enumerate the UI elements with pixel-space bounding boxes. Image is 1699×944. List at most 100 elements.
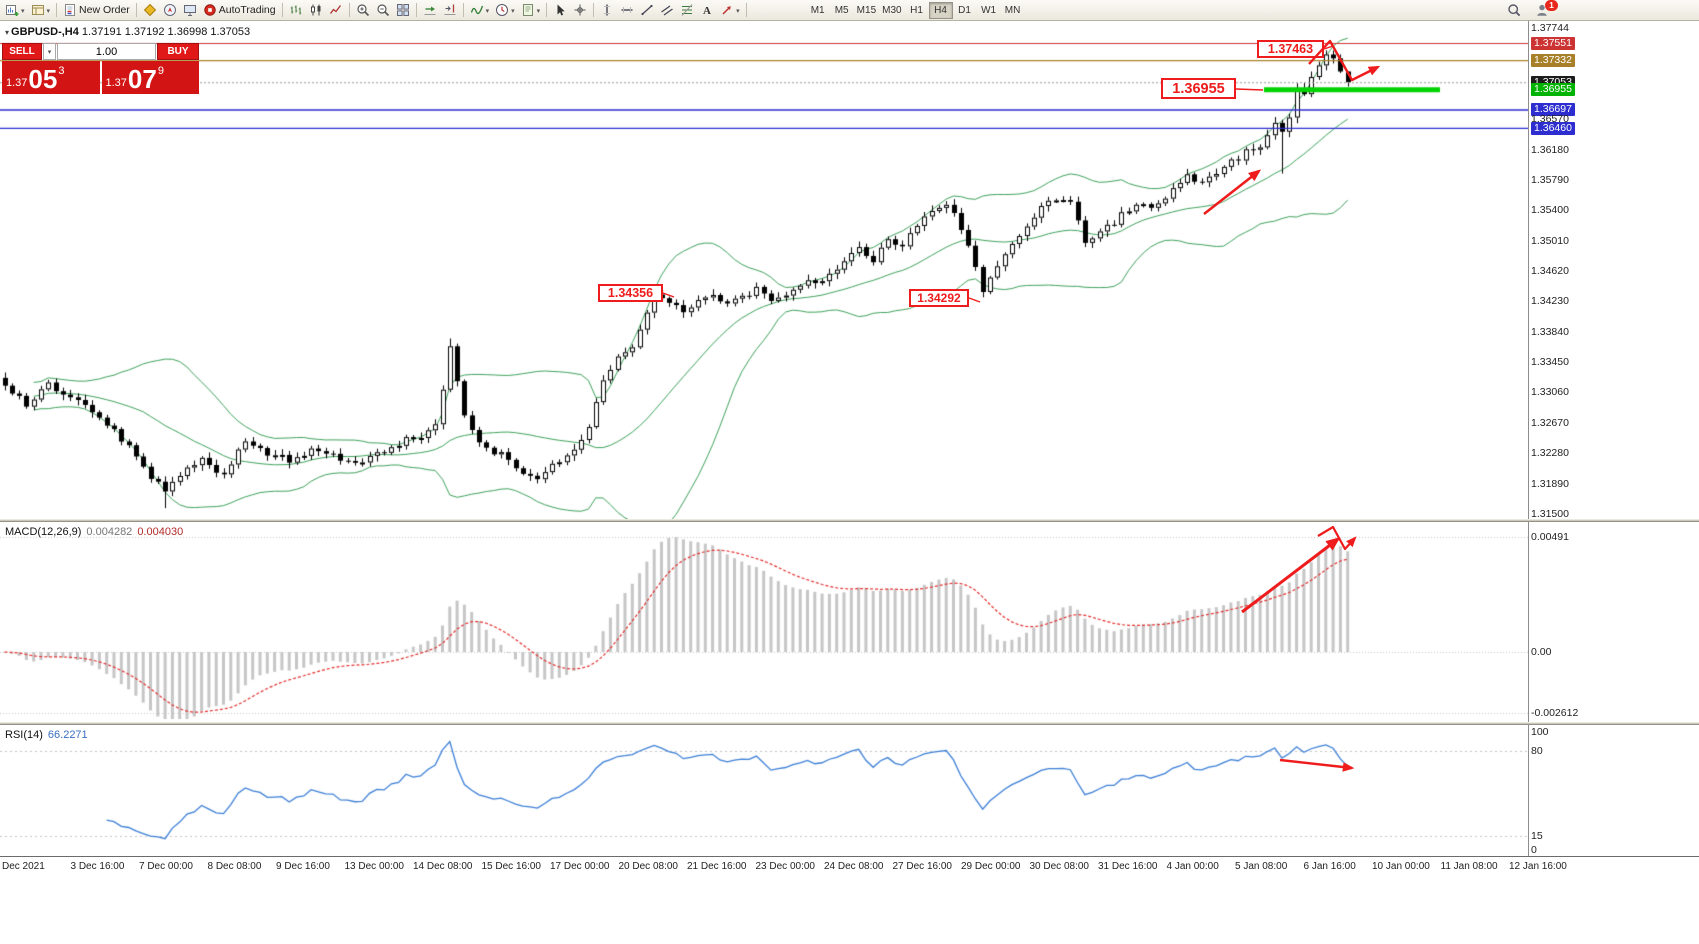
auto-scroll-icon xyxy=(424,6,436,15)
price-axis-border xyxy=(1528,21,1529,856)
macd-axis-label: 0.00 xyxy=(1531,646,1552,658)
time-axis-label: 23 Dec 00:00 xyxy=(755,861,816,872)
timeframe-m1-button[interactable]: M1 xyxy=(806,2,830,19)
clock-icon xyxy=(496,4,509,16)
zoom-out-button[interactable] xyxy=(373,1,393,19)
arrows-tool-button[interactable] xyxy=(717,1,743,19)
macd-axis-label: -0.002612 xyxy=(1531,707,1579,720)
new-order-button[interactable]: New Order xyxy=(60,1,133,19)
time-axis-label: 15 Dec 16:00 xyxy=(481,861,542,872)
buy-price-big: 07 xyxy=(127,64,157,94)
time-axis-label: 3 Dec 16:00 xyxy=(70,861,125,872)
sell-button[interactable]: SELL xyxy=(2,43,42,60)
timeframe-d1-button[interactable]: D1 xyxy=(953,2,977,19)
price-callout[interactable]: 1.36955 xyxy=(1161,78,1236,99)
text-tool-button[interactable]: A xyxy=(697,1,717,19)
time-axis[interactable]: Dec 2021 3 Dec 16:00 7 Dec 00:00 8 Dec 08:0… xyxy=(0,856,1699,877)
timeframe-mn-button[interactable]: MN xyxy=(1001,2,1025,19)
toolbar-separator xyxy=(593,3,595,17)
one-click-trading-panel: SELL BUY 1.37 05 3 1.37 07 9 xyxy=(2,43,199,94)
indicators-icon xyxy=(470,5,483,15)
svg-text:A: A xyxy=(703,5,711,17)
indicators-button[interactable] xyxy=(467,1,493,19)
auto-scroll-button[interactable] xyxy=(420,1,440,19)
channel-button[interactable] xyxy=(657,1,677,19)
price-axis-label: 1.36460 xyxy=(1531,121,1575,135)
terminal-button[interactable] xyxy=(180,1,200,19)
cursor-tool-button[interactable] xyxy=(550,1,570,19)
time-axis-label: 17 Dec 00:00 xyxy=(550,861,610,872)
sell-price-small: 1.37 xyxy=(6,77,28,89)
timeframe-h4-button[interactable]: H4 xyxy=(928,1,953,19)
buy-price-display[interactable]: 1.37 07 9 xyxy=(101,61,199,94)
price-chart-canvas[interactable] xyxy=(0,21,1528,519)
price-axis-label: 1.35010 xyxy=(1531,234,1569,247)
periods-button[interactable] xyxy=(492,1,518,19)
candlestick-chart-button[interactable] xyxy=(306,1,326,19)
autotrading-button[interactable]: AutoTrading xyxy=(200,1,279,19)
pane-divider[interactable] xyxy=(0,722,1699,725)
volume-dropdown[interactable] xyxy=(43,43,56,60)
price-callout[interactable]: 1.34292 xyxy=(909,289,969,307)
time-axis-label: 5 Jan 08:00 xyxy=(1235,861,1288,872)
toolbar-separator xyxy=(745,3,747,17)
candles-icon xyxy=(310,4,321,16)
zoom-in-button[interactable] xyxy=(353,1,373,19)
time-axis-label: 30 Dec 08:00 xyxy=(1029,861,1090,872)
fibonacci-button[interactable] xyxy=(677,1,697,19)
macd-pane-canvas[interactable] xyxy=(0,522,1528,722)
templates-button[interactable] xyxy=(518,1,544,19)
timeframe-m15-button[interactable]: M15 xyxy=(854,2,879,19)
chart-shift-button[interactable] xyxy=(440,1,460,19)
buy-price-pip: 9 xyxy=(157,65,164,77)
volume-input[interactable] xyxy=(57,43,156,60)
rsi-title: RSI(14) xyxy=(5,729,43,741)
timeframe-h1-button[interactable]: H1 xyxy=(905,2,929,19)
linechart-icon xyxy=(329,5,341,14)
toolbar-separator xyxy=(462,3,464,17)
time-axis-label: 27 Dec 16:00 xyxy=(892,861,953,872)
horizontal-line-button[interactable] xyxy=(617,1,637,19)
toolbar-buttons: New Order AutoTrading A xyxy=(2,1,750,19)
market-watch-button[interactable] xyxy=(140,1,160,19)
zoom-in-icon xyxy=(357,4,369,17)
crosshair-tool-button[interactable] xyxy=(570,1,590,19)
price-callout[interactable]: 1.34356 xyxy=(598,284,663,302)
autotrading-icon xyxy=(204,4,216,16)
line-chart-button[interactable] xyxy=(326,1,346,19)
macd-main-value: 0.004282 xyxy=(86,526,133,538)
price-axis-label: 1.32280 xyxy=(1531,447,1569,460)
price-callout[interactable]: 1.37463 xyxy=(1257,40,1324,58)
vertical-line-button[interactable] xyxy=(597,1,617,19)
cursor-icon xyxy=(557,4,565,16)
search-icon xyxy=(1508,4,1521,17)
sell-price-display[interactable]: 1.37 05 3 xyxy=(2,61,100,94)
hline-icon xyxy=(621,7,633,13)
timeframe-m5-button[interactable]: M5 xyxy=(830,2,854,19)
time-axis-label: 14 Dec 08:00 xyxy=(413,861,473,872)
profiles-button[interactable] xyxy=(28,1,54,19)
diamond-icon xyxy=(143,3,157,17)
timeframe-m30-button[interactable]: M30 xyxy=(879,2,904,19)
rsi-indicator-label: RSI(14) 66.2271 xyxy=(5,729,88,741)
buy-button[interactable]: BUY xyxy=(157,43,199,60)
search-button[interactable] xyxy=(1504,1,1524,19)
navigator-button[interactable] xyxy=(160,1,180,19)
bar-chart-button[interactable] xyxy=(286,1,306,19)
price-axis-label: 1.37053 xyxy=(1531,75,1575,89)
new-chart-button[interactable] xyxy=(2,1,28,19)
notifications-button[interactable]: 1 xyxy=(1532,0,1558,19)
tile-windows-button[interactable] xyxy=(393,1,413,19)
macd-axis-label: 0.00491 xyxy=(1531,531,1569,544)
channel-icon xyxy=(661,5,674,16)
pane-divider[interactable] xyxy=(0,519,1699,522)
price-axis-label: 1.35790 xyxy=(1531,174,1569,187)
timeframe-w1-button[interactable]: W1 xyxy=(977,2,1001,19)
price-axis-label: 1.36697 xyxy=(1531,103,1575,117)
price-axis-label: 1.34230 xyxy=(1531,295,1569,308)
order-icon xyxy=(65,4,76,16)
toolbar-separator xyxy=(415,3,417,17)
rsi-pane-canvas[interactable] xyxy=(0,725,1528,856)
rsi-axis-label: 80 xyxy=(1531,745,1543,758)
trendline-button[interactable] xyxy=(637,1,657,19)
